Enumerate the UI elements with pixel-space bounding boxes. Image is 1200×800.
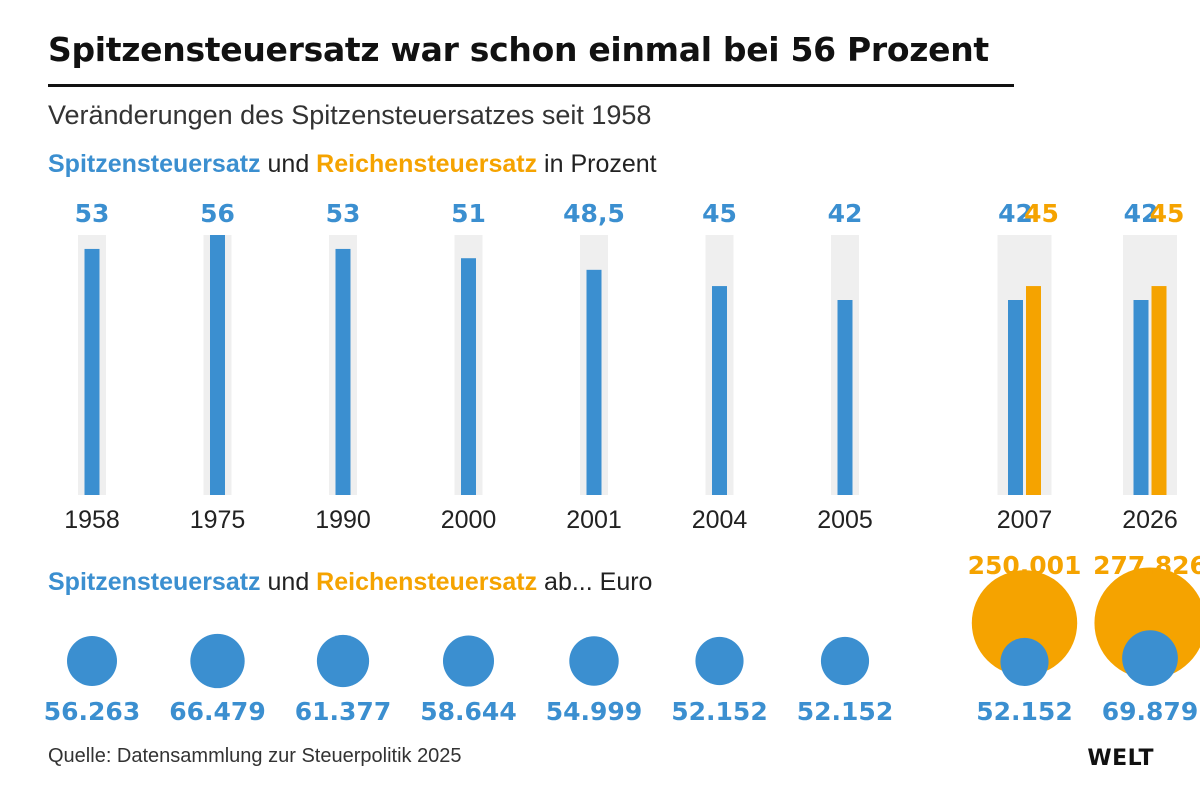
source-note: Quelle: Datensammlung zur Steuerpolitik … xyxy=(48,745,462,767)
legend-percent-and: und xyxy=(260,150,317,178)
legend-euro-tail: ab... Euro xyxy=(537,568,653,596)
year-label-1958: 1958 xyxy=(64,506,120,534)
legend-percent-blue: Spitzensteuersatz xyxy=(48,150,261,178)
bubble-label-spitzensteuersatz-2004: 52.152 xyxy=(671,697,767,726)
bubble-label-reichensteuersatz-2026: 277.826 xyxy=(1093,551,1200,580)
bubble-label-spitzensteuersatz-2007: 52.152 xyxy=(976,697,1072,726)
chart-title: Spitzensteuersatz war schon einmal bei 5… xyxy=(48,30,989,69)
bar-track-2007 xyxy=(997,235,1052,495)
bar-reichensteuersatz-2007 xyxy=(1026,286,1041,495)
legend-percent: Spitzensteuersatz und Reichensteuersatz … xyxy=(48,150,657,179)
value-label-spitzensteuersatz-1958: 53 xyxy=(75,199,110,228)
bubble-spitzensteuersatz-2000 xyxy=(442,635,495,687)
year-label-2005: 2005 xyxy=(817,506,873,534)
bar-track-2026 xyxy=(1123,235,1177,495)
bubble-spitzensteuersatz-1990 xyxy=(316,634,370,688)
bar-spitzensteuersatz-1990 xyxy=(335,248,351,495)
bubble-label-spitzensteuersatz-2000: 58.644 xyxy=(420,697,516,726)
year-label-1975: 1975 xyxy=(190,506,246,534)
bar-spitzensteuersatz-2000 xyxy=(461,258,476,495)
year-label-2007: 2007 xyxy=(997,506,1053,534)
year-label-2001: 2001 xyxy=(566,506,622,534)
bar-reichensteuersatz-2026 xyxy=(1151,286,1167,495)
bubble-spitzensteuersatz-2004 xyxy=(695,636,744,686)
bar-spitzensteuersatz-2001 xyxy=(586,269,602,495)
bubble-label-spitzensteuersatz-2005: 52.152 xyxy=(797,697,893,726)
bubble-reichensteuersatz-2007 xyxy=(971,570,1078,676)
bubble-label-spitzensteuersatz-1975: 66.479 xyxy=(169,697,265,726)
value-label-reichensteuersatz-2007: 45 xyxy=(1024,199,1059,228)
value-label-spitzensteuersatz-2001: 48,5 xyxy=(563,199,625,228)
bar-spitzensteuersatz-2007 xyxy=(1008,300,1023,495)
legend-euro-orange: Reichensteuersatz xyxy=(316,568,538,596)
value-label-spitzensteuersatz-1975: 56 xyxy=(200,199,235,228)
bubble-spitzensteuersatz-1958 xyxy=(67,636,117,686)
bubble-spitzensteuersatz-2001 xyxy=(569,636,619,686)
year-label-2026: 2026 xyxy=(1122,506,1178,534)
bubble-label-spitzensteuersatz-2001: 54.999 xyxy=(546,697,642,726)
value-label-spitzensteuersatz-2026: 42 xyxy=(1124,199,1159,228)
bubble-spitzensteuersatz-1975 xyxy=(190,633,245,689)
bubble-label-spitzensteuersatz-1990: 61.377 xyxy=(295,697,391,726)
bubble-label-reichensteuersatz-2007: 250.001 xyxy=(968,551,1082,580)
legend-percent-orange: Reichensteuersatz xyxy=(316,150,538,178)
bar-spitzensteuersatz-2004 xyxy=(712,286,727,495)
year-label-2004: 2004 xyxy=(692,506,748,534)
bubble-spitzensteuersatz-2007 xyxy=(1000,637,1049,686)
bar-spitzensteuersatz-2026 xyxy=(1133,300,1149,495)
value-label-spitzensteuersatz-2004: 45 xyxy=(702,199,737,228)
value-label-reichensteuersatz-2026: 45 xyxy=(1150,199,1185,228)
value-label-spitzensteuersatz-2000: 51 xyxy=(451,199,486,228)
welt-logo: WELT xyxy=(1087,746,1154,771)
bubble-label-spitzensteuersatz-1958: 56.263 xyxy=(44,697,140,726)
legend-percent-tail: in Prozent xyxy=(537,150,657,178)
legend-euro-blue: Spitzensteuersatz xyxy=(48,568,261,596)
chart-subtitle: Veränderungen des Spitzensteuersatzes se… xyxy=(48,100,652,130)
bubble-label-spitzensteuersatz-2026: 69.879 xyxy=(1102,697,1198,726)
bar-spitzensteuersatz-1975 xyxy=(210,235,225,495)
bar-spitzensteuersatz-1958 xyxy=(84,248,100,495)
title-rule xyxy=(48,84,1014,87)
bubble-spitzensteuersatz-2026 xyxy=(1122,630,1178,686)
bubble-spitzensteuersatz-2005 xyxy=(820,636,870,686)
year-label-1990: 1990 xyxy=(315,506,371,534)
legend-euro-and: und xyxy=(260,568,317,596)
year-label-2000: 2000 xyxy=(441,506,497,534)
value-label-spitzensteuersatz-1990: 53 xyxy=(326,199,361,228)
legend-euro: Spitzensteuersatz und Reichensteuersatz … xyxy=(48,568,652,597)
value-label-spitzensteuersatz-2007: 42 xyxy=(998,199,1033,228)
bar-spitzensteuersatz-2005 xyxy=(837,300,853,495)
value-label-spitzensteuersatz-2005: 42 xyxy=(828,199,863,228)
